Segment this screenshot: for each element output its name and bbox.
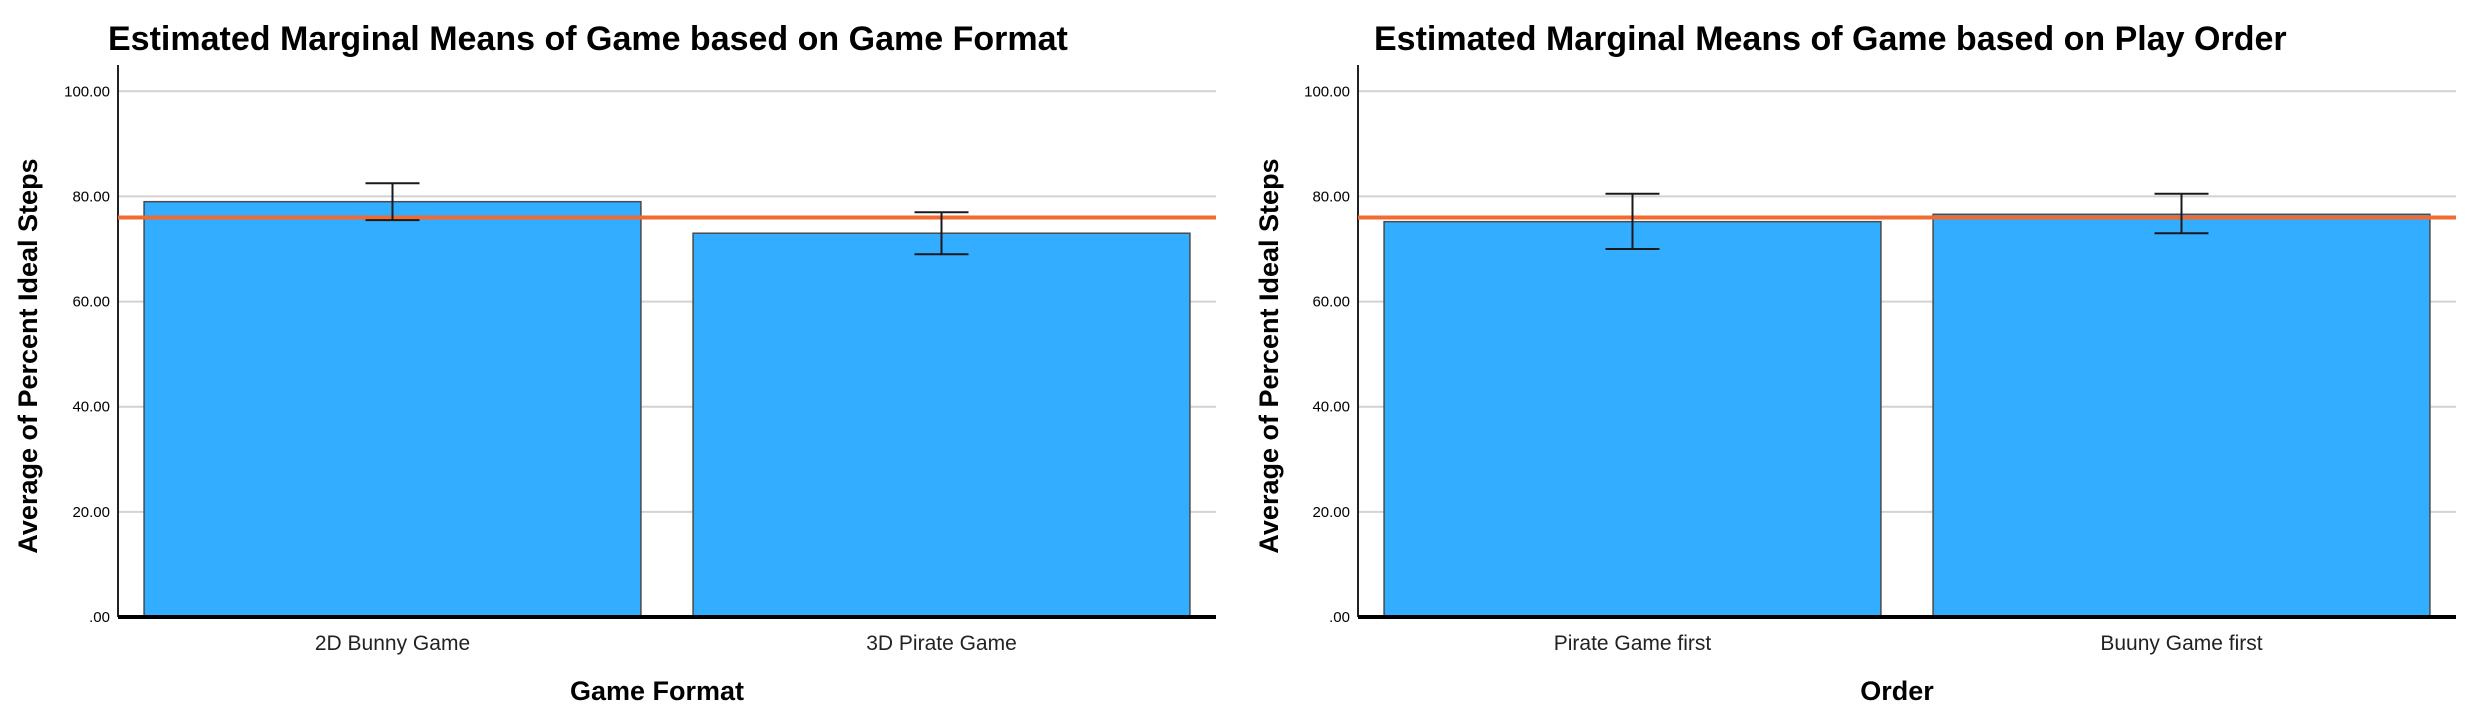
chart-title: Estimated Marginal Means of Game based o… bbox=[1374, 20, 2287, 58]
y-tick-label: 40.00 bbox=[72, 399, 110, 416]
x-category-label: 2D Bunny Game bbox=[315, 632, 470, 655]
y-tick-label: 60.00 bbox=[72, 294, 110, 311]
error-bar bbox=[1605, 192, 1660, 250]
error-bar bbox=[365, 182, 420, 222]
x-category-label: 3D Pirate Game bbox=[866, 632, 1017, 655]
y-tick-label: 20.00 bbox=[72, 504, 110, 521]
y-tick-label: .00 bbox=[1329, 609, 1350, 626]
y-tick-label: 100.00 bbox=[1304, 83, 1350, 100]
chart-play-order: Estimated Marginal Means of Game based o… bbox=[1254, 20, 2456, 706]
bar bbox=[692, 232, 1191, 618]
x-axis-label: Game Format bbox=[570, 676, 744, 706]
chart-title: Estimated Marginal Means of Game based o… bbox=[108, 20, 1068, 58]
error-bar bbox=[2154, 192, 2209, 235]
bar bbox=[1383, 220, 1882, 618]
y-axis-label: Average of Percent Ideal Steps bbox=[1254, 158, 1284, 553]
x-category-label: Pirate Game first bbox=[1554, 632, 1712, 655]
chart-game-format: Estimated Marginal Means of Game based o… bbox=[13, 20, 1216, 706]
y-tick-label: 60.00 bbox=[1312, 294, 1350, 311]
y-tick-label: .00 bbox=[89, 609, 110, 626]
bar bbox=[1932, 213, 2431, 618]
x-axis-label: Order bbox=[1860, 676, 1934, 706]
x-category-label: Buuny Game first bbox=[2100, 632, 2262, 655]
y-tick-label: 40.00 bbox=[1312, 399, 1350, 416]
bar bbox=[143, 200, 642, 618]
y-tick-label: 80.00 bbox=[1312, 188, 1350, 205]
y-tick-label: 80.00 bbox=[72, 188, 110, 205]
y-axis-label: Average of Percent Ideal Steps bbox=[13, 158, 43, 553]
y-tick-label: 100.00 bbox=[64, 83, 110, 100]
error-bar bbox=[914, 211, 969, 256]
y-tick-label: 20.00 bbox=[1312, 504, 1350, 521]
